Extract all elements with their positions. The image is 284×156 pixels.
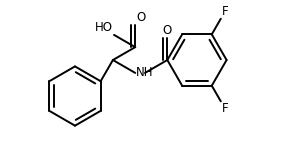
Text: O: O bbox=[137, 11, 146, 24]
Text: F: F bbox=[222, 5, 228, 18]
Text: F: F bbox=[222, 102, 228, 115]
Text: HO: HO bbox=[95, 21, 113, 34]
Text: NH: NH bbox=[136, 66, 153, 79]
Text: O: O bbox=[163, 24, 172, 37]
